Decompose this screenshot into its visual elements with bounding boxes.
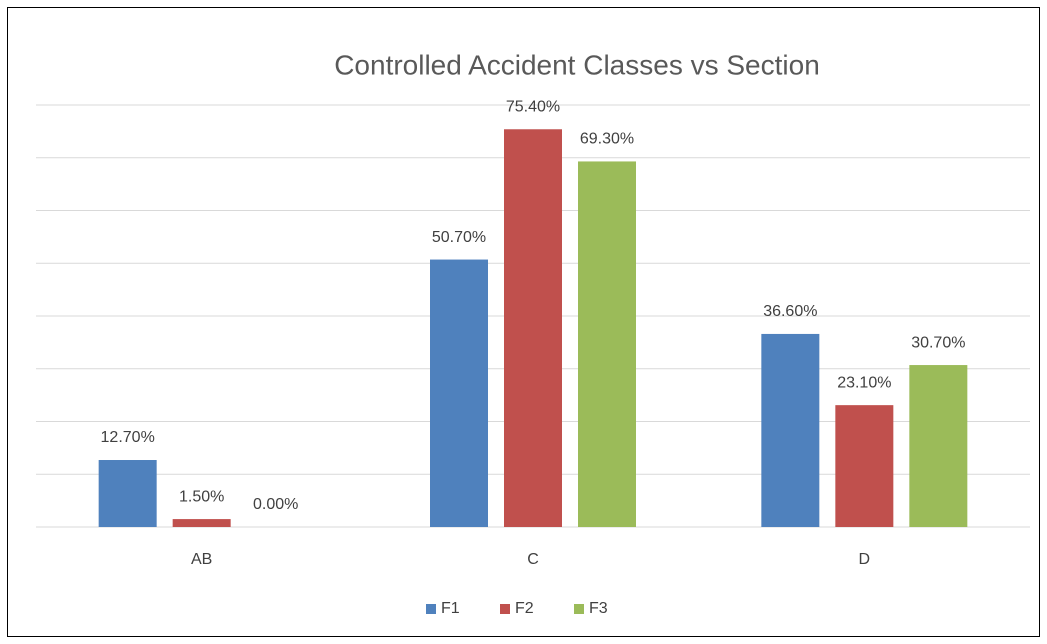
x-tick-label: AB (191, 551, 212, 568)
x-tick-label: D (859, 551, 871, 568)
bar (98, 460, 157, 527)
data-label: 69.30% (580, 131, 634, 148)
x-tick-label: C (527, 551, 539, 568)
legend-label: F1 (441, 600, 460, 617)
legend-swatch (426, 604, 436, 614)
data-label: 36.60% (763, 303, 817, 320)
data-label: 50.70% (432, 229, 486, 246)
bar (430, 259, 488, 527)
bar (578, 161, 636, 527)
data-label: 12.70% (101, 429, 155, 446)
bar (172, 519, 231, 527)
bar (909, 365, 968, 527)
legend-label: F2 (515, 600, 534, 617)
bar (504, 129, 562, 527)
data-label: 30.70% (911, 334, 965, 351)
legend-swatch (574, 604, 584, 614)
data-label: 75.40% (506, 98, 560, 115)
bar (761, 333, 820, 527)
legend-swatch (500, 604, 510, 614)
bar (835, 405, 894, 527)
data-label: 1.50% (179, 488, 224, 505)
data-label: 0.00% (253, 496, 298, 513)
data-label: 23.10% (837, 374, 891, 391)
legend-label: F3 (589, 600, 608, 617)
chart-title: Controlled Accident Classes vs Section (334, 49, 820, 80)
